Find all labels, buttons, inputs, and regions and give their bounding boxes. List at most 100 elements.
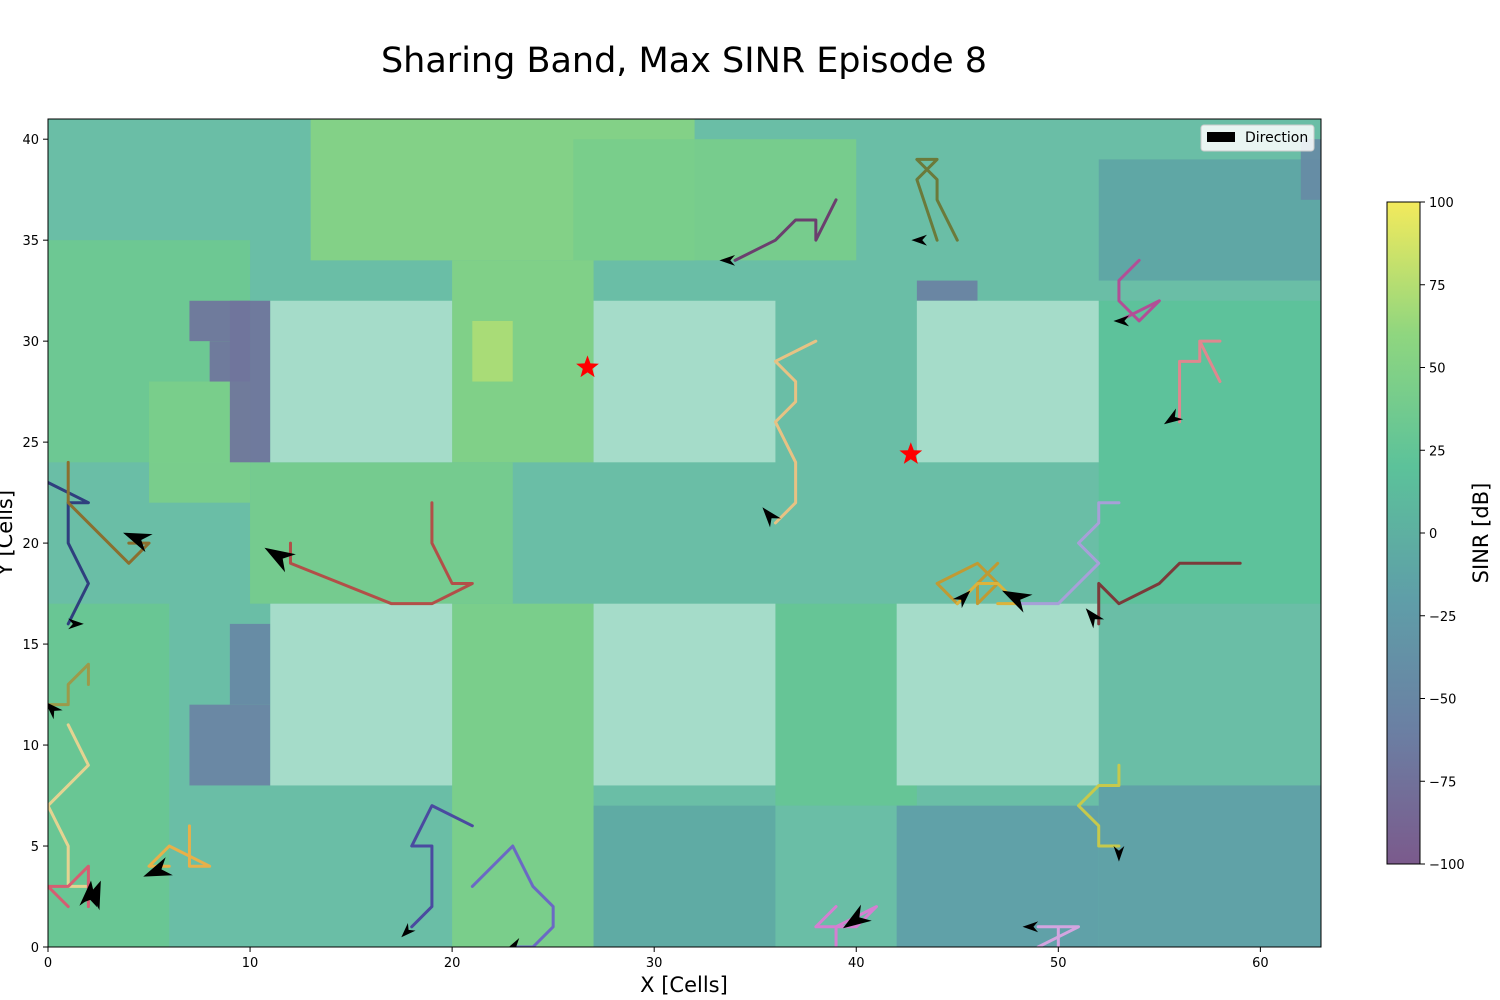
- colorbar: 100 75 50 25 0 −25 −50 −75 −100 SINR [dB]: [1386, 196, 1493, 873]
- building: [270, 603, 453, 786]
- plot-frame: [47, 118, 1322, 948]
- user-trajectory: [470, 844, 555, 947]
- colorbar-tick-label: 0: [1429, 527, 1437, 542]
- colorbar-tick-label: 25: [1429, 444, 1446, 459]
- colorbar-tick-label: −25: [1429, 610, 1456, 625]
- user-trajectory: [915, 157, 959, 242]
- sinr-zone: [250, 462, 513, 604]
- direction-arrow: [401, 922, 416, 938]
- y-tick-label: 30: [22, 335, 39, 350]
- building: [593, 300, 776, 463]
- legend-direction-swatch: [1207, 132, 1235, 142]
- user-trajectory: [48, 481, 90, 626]
- plot-area: [48, 119, 1321, 947]
- user-trajectory: [1178, 339, 1222, 424]
- x-tick-label: 20: [444, 956, 461, 971]
- direction-arrow: [1002, 590, 1033, 613]
- colorbar-ticks: 100 75 50 25 0 −25 −50 −75 −100: [1420, 196, 1465, 873]
- direction-arrow: [143, 857, 173, 877]
- sinr-zone: [189, 704, 271, 786]
- x-tick-label: 30: [646, 956, 663, 971]
- user-trajectory: [773, 339, 818, 525]
- direction-arrow: [842, 904, 872, 929]
- sinr-zone: [1300, 139, 1321, 200]
- building-layer: [270, 300, 1099, 786]
- legend: Direction: [1200, 124, 1315, 152]
- sinr-zone: [472, 320, 513, 382]
- user-trajectory: [48, 723, 90, 888]
- user-trajectory: [48, 864, 90, 909]
- user-trajectory: [814, 905, 878, 947]
- direction-arrow: [1113, 846, 1125, 862]
- colorbar-tick-label: 100: [1429, 196, 1454, 211]
- base-station-star: [576, 355, 599, 378]
- direction-arrow: [81, 880, 101, 911]
- direction-arrow: [1163, 408, 1184, 425]
- x-tick-label: 60: [1252, 956, 1269, 971]
- user-trajectory: [1077, 763, 1121, 848]
- x-tick-label: 50: [1050, 956, 1067, 971]
- base-station-star: [899, 442, 923, 464]
- sinr-heat-layer: [48, 119, 1321, 947]
- direction-arrow: [1113, 315, 1130, 327]
- user-trajectory: [410, 804, 474, 929]
- building: [916, 300, 1099, 463]
- sinr-zone: [452, 603, 594, 947]
- building: [270, 300, 453, 463]
- trajectory-layer: [48, 157, 1242, 947]
- sinr-zone: [1098, 159, 1321, 281]
- sinr-zone: [229, 623, 271, 705]
- y-tick-label: 0: [31, 941, 39, 956]
- user-trajectory: [1036, 925, 1081, 947]
- y-axis-label: Y [Cells]: [0, 490, 17, 577]
- sinr-zone: [1098, 300, 1321, 604]
- y-tick-label: 40: [22, 133, 39, 148]
- sinr-zone: [916, 280, 978, 301]
- x-tick-label: 0: [44, 956, 52, 971]
- colorbar-tick-label: −75: [1429, 775, 1456, 790]
- y-tick-label: 35: [22, 234, 39, 249]
- x-axis-ticks: 0 10 20 30 40 50 60: [44, 947, 1269, 971]
- y-tick-label: 20: [22, 537, 39, 552]
- chart-title: Sharing Band, Max SINR Episode 8: [381, 41, 987, 81]
- direction-arrow: [952, 590, 971, 609]
- colorbar-tick-label: 75: [1429, 279, 1446, 294]
- direction-arrow: [68, 618, 84, 630]
- user-trajectory: [733, 198, 838, 262]
- direction-arrow: [508, 938, 520, 947]
- colorbar-tick-label: −50: [1429, 693, 1456, 708]
- sinr-zone: [896, 805, 1099, 947]
- x-tick-label: 40: [848, 956, 865, 971]
- x-axis-label: X [Cells]: [640, 973, 728, 997]
- direction-arrow: [1085, 608, 1105, 629]
- sinr-zone: [1098, 785, 1321, 947]
- colorbar-tick-label: −100: [1429, 858, 1465, 873]
- direction-arrow: [264, 547, 296, 573]
- y-tick-label: 15: [22, 638, 39, 653]
- sinr-zone: [593, 805, 776, 947]
- direction-arrow: [123, 532, 153, 553]
- y-axis-ticks: 0 5 10 15 20 25 30 35 40: [22, 133, 48, 956]
- user-trajectory: [955, 581, 1020, 606]
- building: [896, 603, 1099, 786]
- colorbar-gradient: [1386, 201, 1421, 865]
- sinr-zone: [209, 341, 251, 382]
- user-trajectory: [147, 824, 212, 868]
- y-tick-label: 25: [22, 436, 39, 451]
- direction-arrow: [48, 703, 63, 720]
- y-tick-label: 5: [31, 840, 39, 855]
- direction-arrow-layer: [48, 234, 1184, 947]
- direction-arrow: [1022, 921, 1039, 933]
- y-tick-label: 10: [22, 739, 39, 754]
- sinr-zone: [573, 139, 857, 261]
- x-tick-label: 10: [242, 956, 259, 971]
- colorbar-tick-label: 50: [1429, 362, 1446, 377]
- direction-arrow: [719, 254, 736, 266]
- legend-direction-label: Direction: [1245, 130, 1308, 146]
- base-station-layer: [576, 355, 923, 464]
- user-trajectory: [48, 662, 90, 707]
- sinr-zone: [189, 300, 251, 342]
- user-trajectory: [1097, 561, 1242, 626]
